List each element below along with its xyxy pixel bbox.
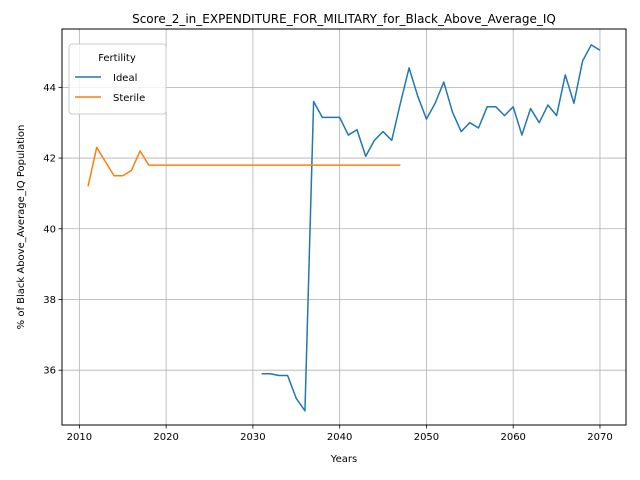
legend: Fertility Ideal Sterile [68,43,167,115]
legend-label-sterile: Sterile [113,93,145,104]
x-tick-label: 2070 [587,432,612,443]
y-tick-label: 38 [43,295,56,306]
y-axis-label: % of Black Above_Average_IQ Population [16,125,27,330]
grid [62,29,626,425]
y-tick-label: 40 [43,224,56,235]
x-tick-label: 2040 [327,432,352,443]
series-lines [87,44,601,412]
x-tick-label: 2020 [153,432,178,443]
y-tick-label: 44 [43,83,56,94]
x-axis-label: Years [330,454,357,465]
chart-title: Score_2_in_EXPENDITURE_FOR_MILITARY_for_… [132,12,556,26]
x-axis-ticks: 2010 2020 2030 2040 2050 2060 2070 [67,425,613,443]
x-tick-label: 2050 [414,432,439,443]
plot-frame [61,28,627,426]
y-tick-label: 36 [43,366,56,377]
series-line-ideal [261,44,601,412]
x-tick-label: 2010 [67,432,92,443]
y-axis-ticks: 36 38 40 42 44 [43,83,62,377]
y-tick-label: 42 [43,154,56,165]
series-line-sterile [87,146,401,187]
x-tick-label: 2030 [240,432,265,443]
legend-title: Fertility [98,53,136,64]
x-tick-label: 2060 [500,432,525,443]
legend-label-ideal: Ideal [113,73,137,84]
